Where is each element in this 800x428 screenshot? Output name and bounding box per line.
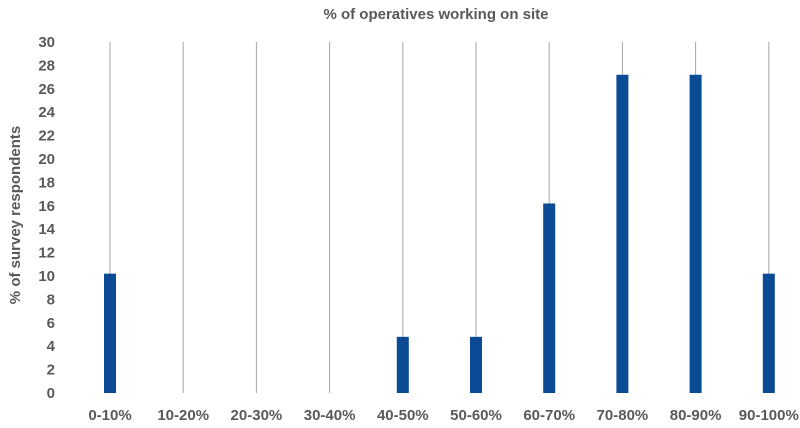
y-tick-label: 28	[38, 57, 55, 74]
grid-lines	[109, 42, 770, 393]
y-axis-title: % of survey respondents	[7, 126, 24, 304]
bar	[762, 273, 775, 393]
x-tick-label: 30-40%	[304, 407, 356, 424]
bar	[543, 203, 556, 393]
bar	[470, 336, 482, 393]
chart-title: % of operatives working on site	[323, 6, 548, 23]
y-tick-label: 0	[47, 385, 55, 402]
y-tick-label: 30	[38, 34, 55, 51]
x-tick-label: 40-50%	[377, 407, 429, 424]
x-tick-label: 90-100%	[739, 407, 799, 424]
y-tick-label: 10	[38, 268, 55, 285]
bar	[104, 273, 116, 393]
y-tick-label: 2	[47, 362, 55, 379]
y-tick-label: 4	[47, 338, 56, 355]
x-tick-label: 10-20%	[157, 407, 209, 424]
y-tick-label: 20	[38, 151, 55, 168]
x-tick-label: 50-60%	[450, 407, 502, 424]
y-tick-label: 22	[38, 128, 55, 145]
x-tick-label: 0-10%	[88, 407, 131, 424]
bars	[104, 74, 775, 393]
y-tick-label: 16	[38, 198, 55, 215]
bar	[616, 74, 629, 393]
x-tick-labels: 0-10% 10-20% 20-30% 30-40% 40-50% 50-60% 60-70…	[88, 407, 799, 424]
y-tick-label: 6	[47, 315, 55, 332]
x-tick-label: 60-70%	[523, 407, 575, 424]
bar	[396, 336, 409, 393]
x-tick-label: 80-90%	[670, 407, 722, 424]
y-tick-label: 12	[38, 245, 55, 262]
y-tick-label: 18	[38, 174, 55, 191]
x-tick-label: 70-80%	[597, 407, 649, 424]
y-tick-label: 8	[47, 291, 55, 308]
y-tick-label: 14	[38, 221, 55, 238]
y-tick-label: 24	[38, 104, 55, 121]
y-tick-label: 26	[38, 81, 55, 98]
x-tick-label: 20-30%	[231, 407, 283, 424]
bar	[689, 74, 702, 393]
